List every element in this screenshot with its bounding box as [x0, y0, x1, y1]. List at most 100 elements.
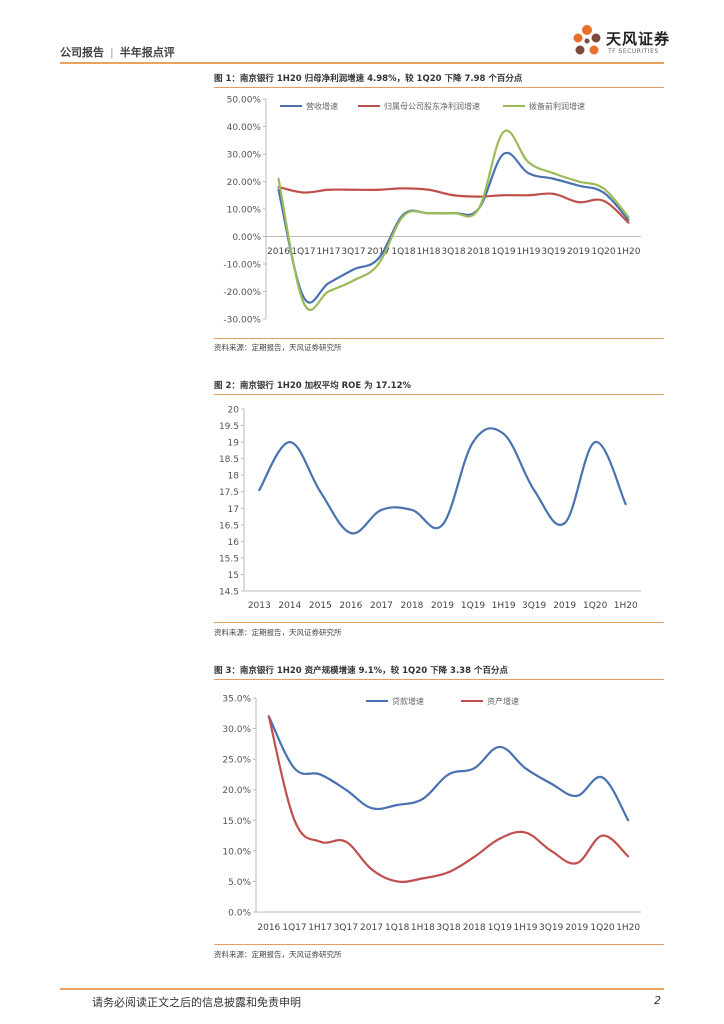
x-tick-label: 2017: [360, 923, 383, 933]
data-point: [427, 212, 430, 215]
x-tick-label: 2018: [463, 923, 486, 933]
x-tick-label: 2016: [257, 923, 280, 933]
figure-2-title: 图 2：南京银行 1H20 加权平均 ROE 为 17.12%: [214, 381, 412, 391]
y-tick-label: 15: [228, 571, 239, 581]
x-tick-label: 2014: [278, 601, 301, 611]
data-point: [421, 877, 424, 880]
y-tick-label: 17.5: [219, 488, 239, 498]
data-point: [601, 776, 604, 779]
x-tick-label: 1Q17: [282, 923, 306, 933]
x-tick-label: 2018: [467, 247, 490, 257]
x-tick-label: 3Q19: [539, 923, 564, 933]
figure-1-top-rule: [214, 87, 664, 88]
data-point: [624, 503, 627, 506]
report-category: 公司报告: [60, 46, 104, 59]
x-tick-label: 1H19: [514, 923, 538, 933]
figure-1-chart: 50.00% 40.00% 30.00% 20.00% 10.00% 0.00% -10.0…: [223, 96, 641, 326]
x-tick-label: 3Q17: [341, 247, 365, 257]
data-point: [267, 715, 270, 718]
data-point: [370, 868, 373, 871]
x-tick-label: 2017: [367, 247, 390, 257]
data-point: [527, 194, 530, 197]
data-point: [627, 221, 630, 224]
brand-subtitle: TF SECURITIES: [608, 48, 659, 55]
y-tick-label: 0.0%: [228, 909, 251, 919]
y-tick-label: 40.00%: [227, 123, 262, 133]
x-tick-label: 3Q17: [334, 923, 358, 933]
y-tick-label: 16: [228, 538, 240, 548]
data-point: [552, 192, 555, 195]
y-tick-label: 25.0%: [222, 756, 251, 766]
data-point: [277, 188, 280, 191]
data-point: [288, 440, 291, 444]
data-point: [349, 531, 352, 535]
data-point: [563, 522, 566, 525]
x-tick-label: 2019: [553, 601, 576, 611]
data-point: [427, 188, 430, 191]
y-tick-label: 5.0%: [228, 878, 251, 888]
y-tick-label: 14.5: [219, 588, 239, 598]
x-tick-label: 1H20: [617, 247, 641, 257]
data-point: [302, 191, 305, 194]
data-point: [441, 523, 444, 526]
series-line-0: [267, 715, 630, 821]
y-tick-label: 20.00%: [227, 178, 262, 188]
data-point: [327, 282, 330, 285]
y-tick-label: -30.00%: [223, 316, 261, 326]
data-point: [502, 152, 505, 156]
flower-icon: [573, 25, 601, 55]
data-point: [477, 207, 480, 211]
data-point: [477, 195, 480, 198]
x-tick-label: 2018: [401, 601, 424, 611]
figure-2-bottom-rule: [214, 622, 664, 623]
legend-label: 归属母公司股东净利润增速: [384, 101, 480, 111]
x-tick-label: 2019: [567, 247, 590, 257]
x-tick-label: 2019: [565, 923, 588, 933]
data-point: [327, 290, 330, 293]
y-tick-label: 30.00%: [227, 151, 262, 161]
x-tick-label: 1Q19: [461, 601, 486, 611]
y-tick-label: 18.5: [219, 455, 239, 465]
x-tick-label: 1Q19: [491, 247, 516, 257]
figure-1-bottom-rule: [214, 338, 664, 339]
data-point: [396, 803, 399, 807]
x-tick-label: 2015: [309, 601, 332, 611]
y-tick-label: 19: [228, 439, 240, 449]
data-point: [524, 767, 527, 770]
x-tick-label: 3Q18: [441, 247, 466, 257]
footer-rule: [60, 988, 664, 990]
data-point: [396, 880, 399, 883]
data-point: [577, 184, 580, 187]
figure-2-chart: 20 19.5 19 18.5 18 17.5 17 16.5 16 15.5 15 14.5 2013…: [219, 406, 641, 611]
series-line-0: [277, 151, 630, 304]
y-tick-label: 20: [228, 406, 240, 416]
header-rule: [60, 62, 664, 64]
data-point: [602, 187, 605, 190]
data-point: [377, 262, 380, 266]
data-point: [402, 214, 405, 217]
data-point: [498, 837, 501, 840]
legend-label: 拨备前利润增速: [529, 101, 585, 111]
y-tick-label: 0.00%: [232, 233, 261, 243]
brand-name: 天风证券: [606, 30, 671, 48]
data-point: [377, 188, 380, 191]
x-tick-label: 1Q20: [590, 923, 615, 933]
data-point: [627, 855, 630, 858]
data-point: [277, 177, 280, 180]
figure-2-top-rule: [214, 394, 664, 395]
x-tick-label: 1Q18: [385, 923, 410, 933]
page-number: 2: [654, 994, 661, 1007]
figure-2-source: 资料来源：定期报告，天风证券研究所: [214, 628, 342, 637]
y-tick-label: 17: [228, 505, 239, 515]
figure-3-bottom-rule: [214, 944, 664, 945]
header-separator: |: [110, 46, 114, 59]
x-tick-label: 2017: [370, 601, 393, 611]
y-tick-label: 20.0%: [222, 786, 251, 796]
data-point: [319, 773, 322, 776]
figure-3-chart: 35.0% 30.0% 25.0% 20.0% 15.0% 10.0% 5.0% 0.0% 20…: [222, 695, 641, 933]
report-type: 公司报告 | 半年报点评: [60, 44, 175, 60]
y-tick-label: 15.0%: [222, 817, 251, 827]
y-tick-label: -10.00%: [223, 261, 261, 271]
x-tick-label: 1H20: [614, 601, 638, 611]
y-tick-label: 18: [228, 472, 240, 482]
